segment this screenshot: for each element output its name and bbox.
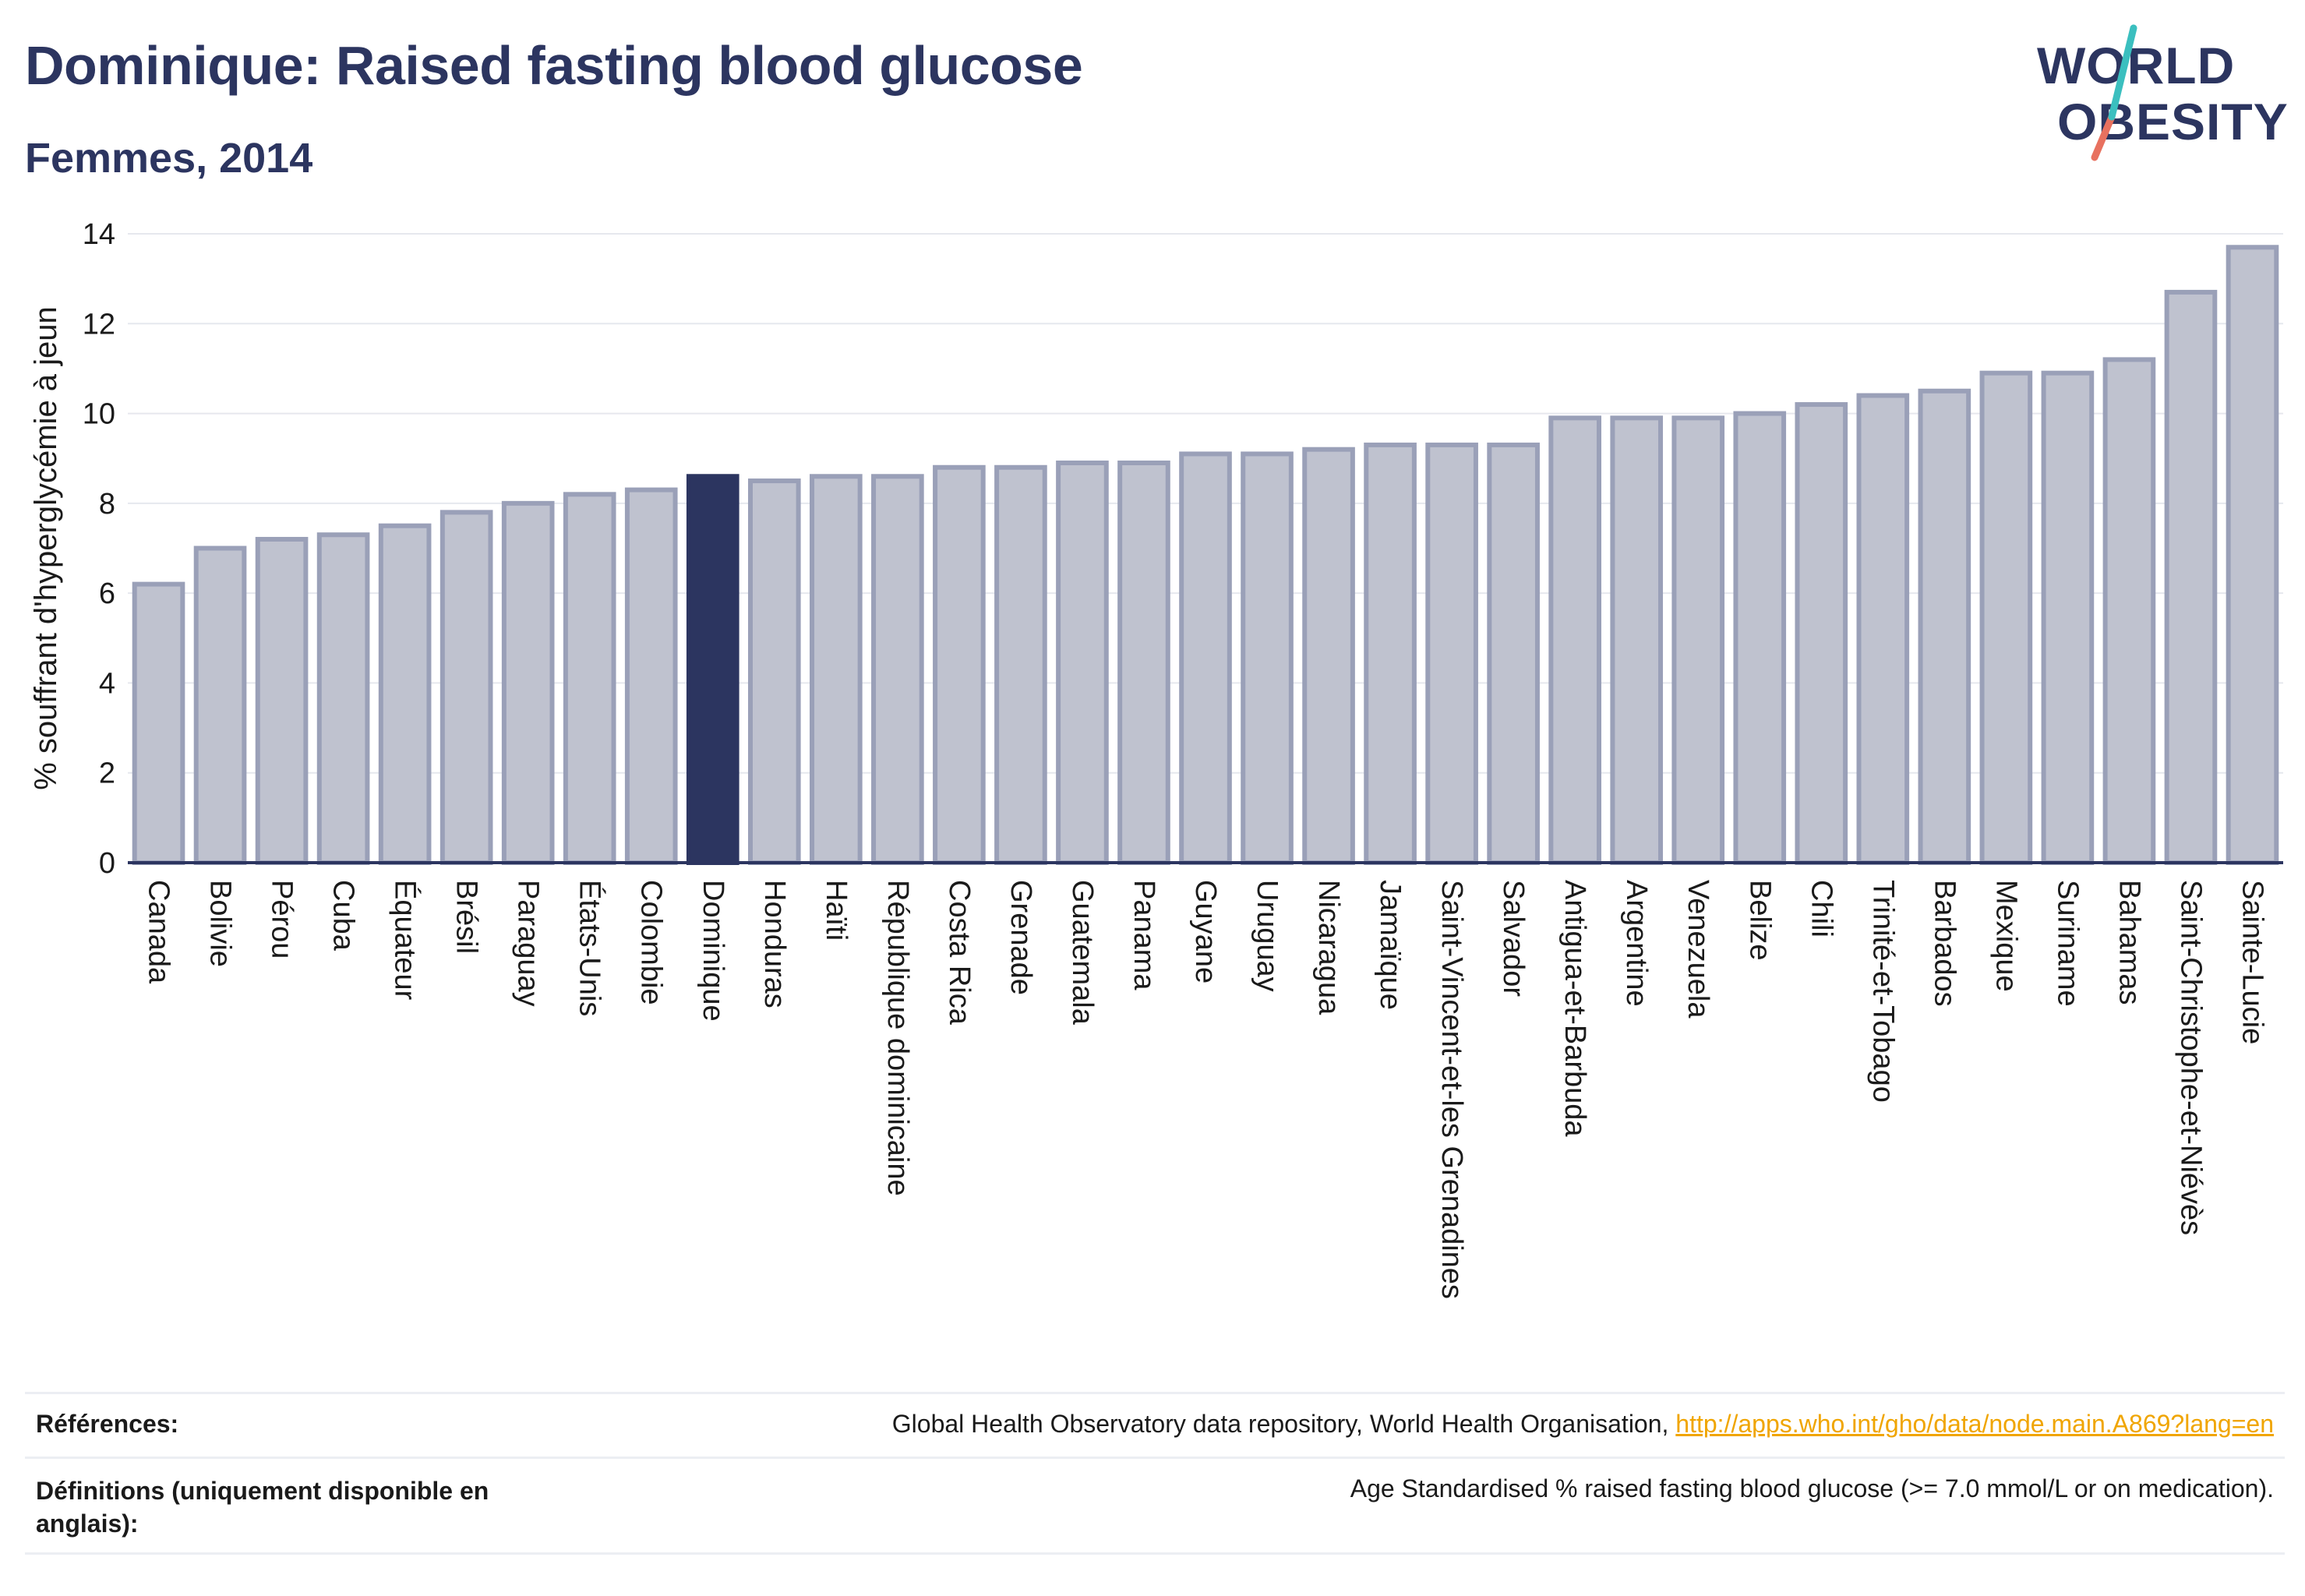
x-tick-label: Panama bbox=[1128, 880, 1160, 990]
bar-2 bbox=[255, 536, 309, 865]
definitions-row: Définitions (uniquement disponible en an… bbox=[25, 1457, 2285, 1555]
bar-21 bbox=[1425, 442, 1478, 865]
x-tick-label: Saint-Vincent-et-les Grenadines bbox=[1435, 880, 1468, 1299]
x-tick-label: Belize bbox=[1743, 880, 1776, 961]
chart-title: Dominique: Raised fasting blood glucose bbox=[25, 35, 1083, 96]
bar-chart: 0 2 4 6 8 10 12 14 % souffrant d'hyperglycémie à… bbox=[29, 218, 2283, 1299]
bar-23 bbox=[1548, 415, 1601, 866]
bar-31 bbox=[2041, 370, 2095, 865]
x-tick-label: Guyane bbox=[1189, 880, 1222, 983]
x-tick-label: Nicaragua bbox=[1312, 880, 1345, 1015]
sources-label: Références: bbox=[36, 1410, 179, 1438]
chart-subtitle: Femmes, 2014 bbox=[25, 135, 313, 182]
x-tick-label: Trinité-et-Tobago bbox=[1866, 880, 1899, 1103]
sources-row: Références: Global Health Observatory da… bbox=[25, 1392, 2285, 1457]
x-tick-label: Venezuela bbox=[1682, 880, 1714, 1019]
x-tick-label: Paraguay bbox=[512, 880, 545, 1007]
bar-15 bbox=[1056, 460, 1109, 865]
bar-17 bbox=[1179, 451, 1232, 865]
x-tick-label: Cuba bbox=[327, 880, 360, 952]
bar-1 bbox=[193, 546, 247, 865]
y-tick-label: 0 bbox=[99, 847, 115, 880]
bar-7 bbox=[563, 492, 616, 865]
definitions-label: Définitions (uniquement disponible en an… bbox=[36, 1477, 489, 1538]
bar-10 bbox=[747, 478, 801, 865]
x-tick-label: Brésil bbox=[450, 880, 483, 954]
bar-34 bbox=[2226, 245, 2279, 866]
logo-slash-icon bbox=[2091, 24, 2137, 161]
y-tick-label: 2 bbox=[99, 757, 115, 790]
bar-25 bbox=[1671, 415, 1725, 866]
bar-26 bbox=[1733, 411, 1787, 866]
y-tick-label: 10 bbox=[83, 398, 115, 431]
world-obesity-logo: WORLD OBESITY bbox=[2034, 23, 2291, 164]
x-tick-label: Costa Rica bbox=[943, 880, 976, 1026]
bar-20 bbox=[1364, 442, 1417, 865]
logo-text-world: WORLD bbox=[2037, 37, 2236, 94]
x-tick-label: Colombie bbox=[635, 880, 668, 1005]
x-tick-label: Dominique bbox=[697, 880, 729, 1022]
bar-6 bbox=[501, 500, 555, 865]
y-axis-title: % souffrant d'hyperglycémie à jeun bbox=[29, 306, 63, 790]
x-tick-label: Bolivie bbox=[204, 880, 237, 967]
y-tick-label: 6 bbox=[99, 577, 115, 610]
x-tick-label: Guatemala bbox=[1066, 880, 1099, 1026]
x-tick-label: Mexique bbox=[1989, 880, 2022, 992]
y-tick-label: 14 bbox=[83, 218, 115, 251]
x-tick-label: Saint-Christophe-et-Niévès bbox=[2174, 880, 2207, 1235]
x-tick-label: Suriname bbox=[2051, 880, 2084, 1007]
x-tick-label: Sainte-Lucie bbox=[2236, 880, 2268, 1044]
bar-33 bbox=[2164, 289, 2218, 865]
sources-text: Global Health Observatory data repositor… bbox=[891, 1410, 1676, 1438]
bar-5 bbox=[439, 510, 493, 865]
bar-3 bbox=[316, 532, 370, 865]
logo-text-obesity: OBESITY bbox=[2057, 93, 2289, 150]
bar-30 bbox=[1979, 370, 2033, 865]
x-tick-label: Équateur bbox=[389, 880, 422, 1001]
y-tick-label: 8 bbox=[99, 488, 115, 521]
x-tick-label: Salvador bbox=[1497, 880, 1530, 997]
bar-32 bbox=[2102, 357, 2156, 865]
bar-14 bbox=[994, 464, 1047, 865]
x-tick-label: États-Unis bbox=[574, 880, 607, 1016]
x-tick-label: Antigua-et-Barbuda bbox=[1558, 880, 1591, 1137]
bar-24 bbox=[1610, 415, 1664, 866]
bar-27 bbox=[1795, 402, 1848, 865]
x-tick-label: Argentine bbox=[1620, 880, 1653, 1007]
x-tick-label: Haïti bbox=[820, 880, 852, 941]
sources-value: Global Health Observatory data repositor… bbox=[892, 1410, 2274, 1439]
y-tick-label: 12 bbox=[83, 308, 115, 341]
bar-18 bbox=[1241, 451, 1294, 865]
y-tick-label: 4 bbox=[99, 667, 115, 700]
x-tick-label: Canada bbox=[143, 880, 175, 984]
bar-9 bbox=[686, 474, 740, 865]
sources-link[interactable]: http://apps.who.int/gho/data/node.main.A… bbox=[1675, 1410, 2274, 1438]
bar-0 bbox=[132, 581, 185, 865]
bar-12 bbox=[871, 474, 924, 865]
x-tick-label: Bahamas bbox=[2113, 880, 2145, 1005]
x-tick-label: Grenade bbox=[1004, 880, 1037, 995]
bar-4 bbox=[378, 523, 432, 865]
bar-28 bbox=[1856, 393, 1910, 865]
bar-8 bbox=[624, 487, 678, 865]
bar-29 bbox=[1918, 388, 1971, 865]
x-tick-label: Barbados bbox=[1928, 880, 1961, 1007]
bar-19 bbox=[1302, 447, 1355, 865]
x-tick-label: Uruguay bbox=[1251, 880, 1283, 992]
definitions-value: Age Standardised % raised fasting blood … bbox=[1350, 1474, 2274, 1502]
references-table: Références: Global Health Observatory da… bbox=[25, 1392, 2285, 1555]
x-tick-label: République dominicaine bbox=[881, 880, 914, 1196]
x-tick-label: Honduras bbox=[758, 880, 791, 1008]
bar-13 bbox=[933, 464, 986, 865]
x-tick-label: Pérou bbox=[266, 880, 298, 959]
x-tick-label: Chili bbox=[1805, 880, 1837, 937]
bar-22 bbox=[1487, 442, 1540, 865]
bar-16 bbox=[1117, 460, 1170, 865]
x-tick-label: Jamaïque bbox=[1374, 880, 1407, 1010]
bar-11 bbox=[810, 474, 863, 865]
